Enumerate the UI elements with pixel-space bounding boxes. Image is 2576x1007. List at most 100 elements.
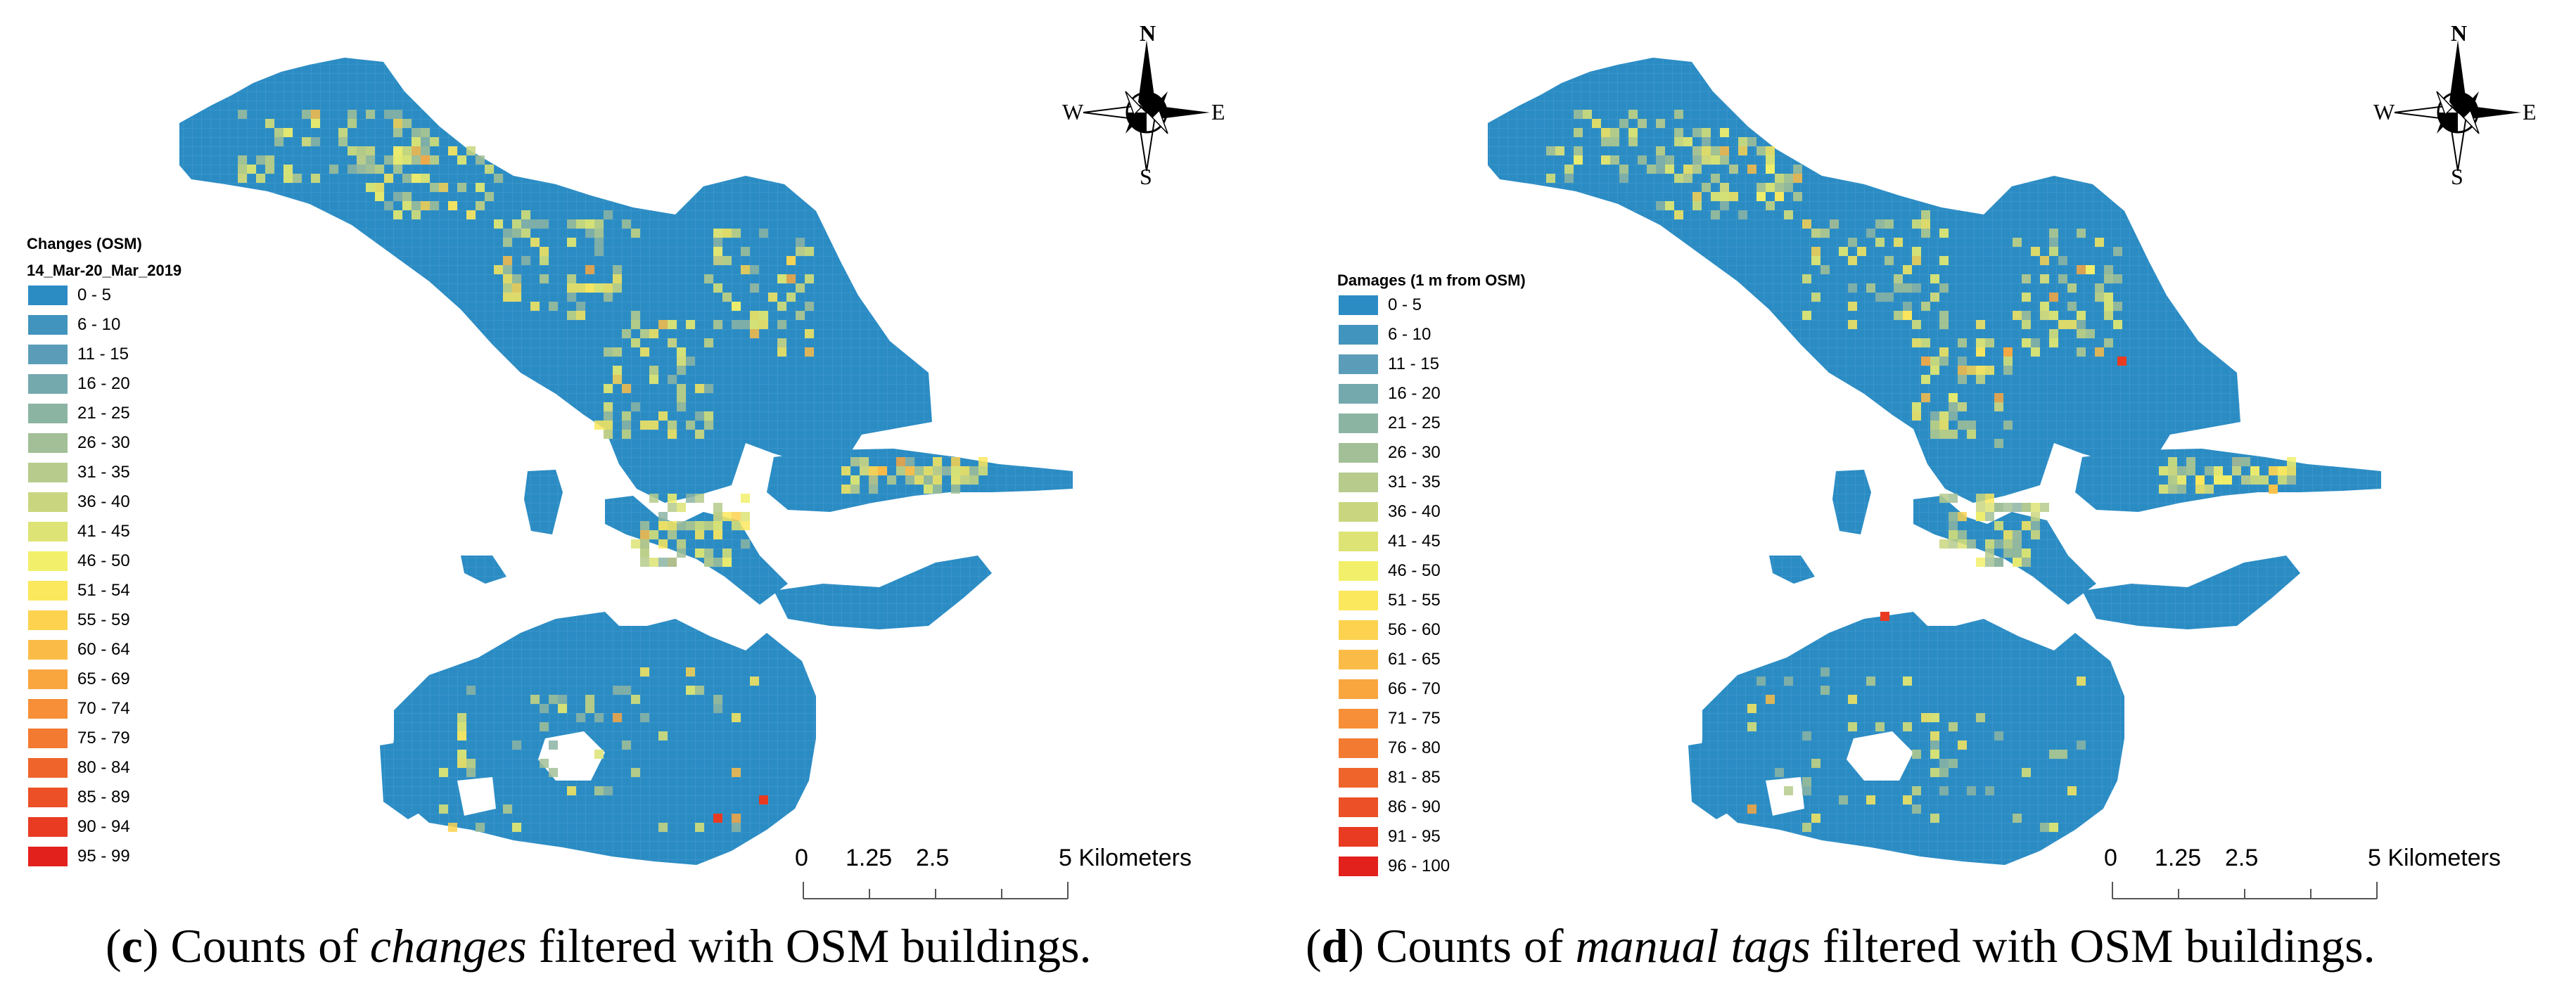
grid-cell-hotspot xyxy=(1912,786,1921,795)
grid-cell-hotspot xyxy=(521,256,530,265)
legend-swatch xyxy=(1339,591,1378,610)
grid-cell-hotspot xyxy=(1994,503,2003,512)
grid-cell-hotspot xyxy=(366,183,375,192)
grid-cell-hotspot xyxy=(686,357,695,366)
grid-cell-hotspot xyxy=(604,384,613,393)
grid-cell-hotspot xyxy=(805,247,814,256)
grid-cell-hotspot xyxy=(850,485,860,494)
grid-cell-hotspot xyxy=(1930,366,1939,375)
grid-cell-hotspot xyxy=(869,475,878,485)
grid-cell-hotspot xyxy=(503,804,512,814)
grid-cell-hotspot xyxy=(1802,777,1811,786)
legend-swatch xyxy=(28,404,68,423)
grid-cell-hotspot xyxy=(1766,183,1775,192)
scale-label-1: 1.25 xyxy=(2155,845,2202,871)
grid-cell-hotspot xyxy=(860,466,869,475)
grid-cell-hotspot xyxy=(1665,155,1674,165)
grid-cell-hotspot xyxy=(2013,539,2022,549)
grid-cell-hotspot xyxy=(1958,357,1967,366)
legend-label: 41 - 45 xyxy=(1388,532,1441,551)
grid-cell-hotspot xyxy=(2095,238,2104,247)
grid-cell-hotspot xyxy=(713,256,722,265)
grid-cell-hotspot xyxy=(1958,402,1967,411)
grid-cell-hotspot xyxy=(540,759,549,768)
grid-cell-hotspot xyxy=(2031,512,2040,521)
grid-cell-hotspot xyxy=(457,155,466,165)
grid-cell-hotspot xyxy=(594,229,604,238)
grid-cell-hotspot xyxy=(2077,229,2086,238)
grid-cell-hotspot xyxy=(750,283,759,293)
grid-cell-hotspot xyxy=(347,110,357,119)
grid-cell-hotspot xyxy=(265,155,274,165)
grid-cell-hotspot xyxy=(777,320,786,329)
grid-cell-hotspot xyxy=(1610,137,1619,146)
legend-label: 21 - 25 xyxy=(77,404,130,423)
grid-cell-hotspot xyxy=(677,521,686,530)
grid-cell-hotspot xyxy=(668,494,677,503)
scale-bar-d: 0 1.25 2.5 5 Kilometers xyxy=(2104,844,2540,907)
grid-cell-hotspot xyxy=(512,219,521,229)
grid-cell-hotspot xyxy=(1711,146,1720,155)
grid-cell-hotspot xyxy=(503,265,512,274)
scale-bar-ticks xyxy=(2112,882,2378,899)
grid-cell-hotspot xyxy=(1775,768,1784,777)
grid-cell-hotspot xyxy=(905,475,914,485)
grid-cell-hotspot xyxy=(1958,530,1967,539)
grid-cell-hotspot xyxy=(430,155,439,165)
grid-cell-hotspot xyxy=(338,128,347,137)
grid-cell-hotspot xyxy=(2086,265,2095,274)
grid-cell-hotspot xyxy=(1656,119,1665,128)
legend-label: 71 - 75 xyxy=(1388,709,1441,728)
grid-cell-hotspot xyxy=(2022,293,2031,302)
grid-cell-hotspot xyxy=(1848,256,1857,265)
grid-cell-hotspot xyxy=(649,421,658,430)
grid-cell-hotspot xyxy=(905,466,914,475)
grid-cell-hotspot xyxy=(2031,530,2040,539)
grid-cell-hotspot xyxy=(1839,795,1848,804)
grid-cell-hotspot xyxy=(485,192,494,201)
grid-cell-hotspot xyxy=(677,503,686,512)
grid-cell-hotspot xyxy=(613,375,622,384)
grid-cell-hotspot xyxy=(1747,722,1756,731)
grid-cell-hotspot xyxy=(1564,174,1574,183)
legend-label: 90 - 94 xyxy=(77,817,130,836)
compass-rose-icon xyxy=(1083,40,1210,172)
legend-swatch xyxy=(28,581,68,601)
scale-label-2: 2.5 xyxy=(916,845,950,871)
grid-cell-hotspot xyxy=(2077,311,2086,320)
legend-item: 61 - 65 xyxy=(1337,645,1526,674)
grid-cell-hotspot xyxy=(1656,201,1665,210)
panel-d: Damages (1 m from OSM) 0 - 5 6 - 10 11 - 1… xyxy=(1288,0,2576,1007)
grid-cell-hotspot xyxy=(2287,457,2296,466)
grid-cell-hotspot xyxy=(2022,549,2031,558)
grid-cell-hotspot xyxy=(1848,238,1857,247)
grid-cell-hotspot xyxy=(384,201,393,210)
scale-label-3: 5 Kilometers xyxy=(2368,845,2501,871)
grid-cell-hotspot xyxy=(421,201,430,210)
grid-cell-hotspot xyxy=(439,768,448,777)
grid-cell-hotspot xyxy=(796,311,805,320)
legend-item: 96 - 100 xyxy=(1337,852,1526,881)
grid-cell-hotspot xyxy=(311,137,320,146)
compass-s: S xyxy=(2451,164,2463,189)
grid-cell-hotspot xyxy=(2195,475,2205,485)
grid-cell-hotspot xyxy=(393,210,402,219)
grid-cell-hotspot xyxy=(722,558,732,567)
grid-cell-hotspot xyxy=(695,521,704,530)
grid-cell-hotspot xyxy=(713,521,722,530)
grid-cell-hotspot xyxy=(293,174,302,183)
grid-cell-hotspot xyxy=(604,421,613,430)
grid-cell-hotspot xyxy=(2223,475,2232,485)
grid-cell-hotspot xyxy=(713,704,722,713)
grid-cell-hotspot xyxy=(741,265,750,274)
grid-cell-hotspot xyxy=(622,219,631,229)
grid-cell-hotspot xyxy=(722,549,732,558)
region-southwest-patch-grid xyxy=(380,738,450,819)
grid-cell-hotspot xyxy=(1555,146,1564,155)
legend-swatch xyxy=(28,847,68,866)
region-west-islet-grid xyxy=(461,556,506,584)
grid-cell-hotspot xyxy=(2013,549,2022,558)
water-gap-1 xyxy=(1847,731,1913,781)
grid-cell-hotspot xyxy=(1601,128,1610,137)
caption-emph: changes xyxy=(369,919,527,973)
